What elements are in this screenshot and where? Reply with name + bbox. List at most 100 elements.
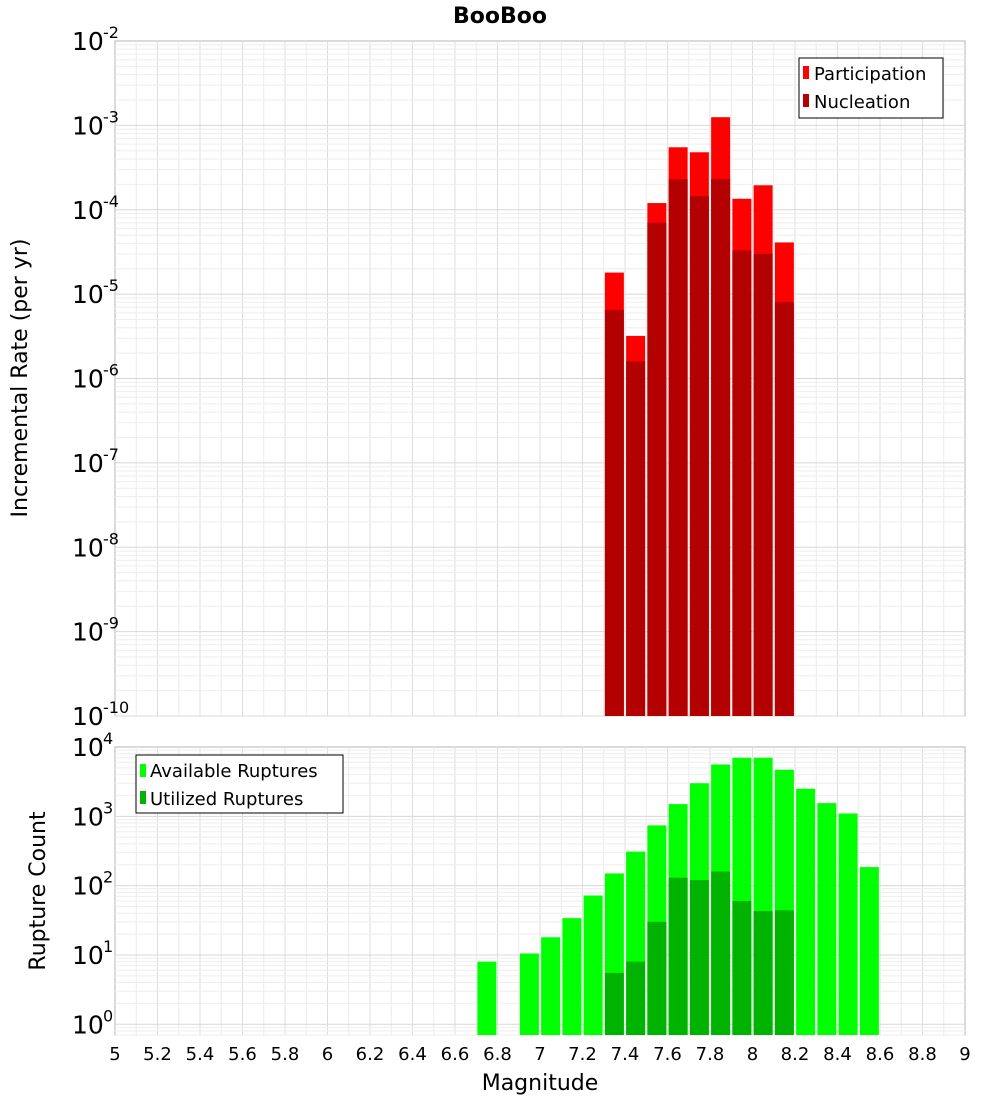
bottom-y-tick-label: 10 bbox=[72, 802, 104, 831]
top-y-tick-exponent: -10 bbox=[103, 698, 129, 717]
top-y-tick-label: 10 bbox=[72, 618, 104, 647]
top-y-tick-exponent: -2 bbox=[103, 23, 119, 42]
top-bar-nucleation bbox=[753, 253, 773, 716]
bottom-bar-available-ruptures bbox=[562, 918, 582, 1035]
x-axis-label: Magnitude bbox=[482, 1071, 599, 1096]
top-y-tick-exponent: -3 bbox=[103, 107, 119, 126]
x-tick-label: 5.2 bbox=[143, 1044, 172, 1065]
x-ticks: 5 5.2 5.4 5.6 5.8 6 6.2 6.4 6.6 6.8 7 7.2 7.4 7.6 7.8 8… bbox=[109, 1044, 970, 1065]
top-y-tick-label: 10 bbox=[72, 533, 104, 562]
legend-available-ruptures: Available Ruptures bbox=[150, 761, 318, 782]
top-y-tick-exponent: -6 bbox=[103, 361, 119, 380]
bottom-bar-available-ruptures bbox=[838, 813, 858, 1035]
top-y-axis-label: Incremental Rate (per yr) bbox=[8, 239, 33, 518]
bottom-bar-available-ruptures bbox=[583, 895, 603, 1035]
x-tick-label: 8.4 bbox=[823, 1044, 852, 1065]
top-y-tick-exponent: -5 bbox=[103, 276, 119, 295]
top-bar-nucleation bbox=[626, 361, 646, 716]
legend-utilized-ruptures: Utilized Ruptures bbox=[150, 789, 303, 810]
top-bar-nucleation bbox=[668, 179, 688, 716]
chart-title: BooBoo bbox=[453, 4, 547, 29]
bottom-legend: Available Ruptures Utilized Ruptures bbox=[135, 754, 344, 814]
top-y-tick-label: 10 bbox=[72, 196, 104, 225]
top-bar-nucleation bbox=[647, 222, 667, 716]
bottom-bar-utilized-ruptures bbox=[732, 901, 752, 1035]
x-tick-label: 6.2 bbox=[356, 1044, 385, 1065]
x-tick-label: 8.6 bbox=[866, 1044, 895, 1065]
bottom-y-tick-exponent: 0 bbox=[103, 1006, 113, 1025]
bottom-legend-box bbox=[135, 754, 344, 814]
bottom-bar-utilized-ruptures bbox=[774, 910, 794, 1035]
top-y-ticks: 10-210-310-410-510-610-710-810-910-10 bbox=[72, 23, 129, 731]
bottom-bar-utilized-ruptures bbox=[753, 911, 773, 1035]
bottom-bar-utilized-ruptures bbox=[604, 972, 624, 1035]
bottom-y-tick-exponent: 4 bbox=[103, 729, 113, 748]
x-tick-label: 6.6 bbox=[441, 1044, 470, 1065]
x-tick-label: 6 bbox=[322, 1044, 333, 1065]
top-y-tick-label: 10 bbox=[72, 111, 104, 140]
x-tick-label: 5.4 bbox=[186, 1044, 215, 1065]
bottom-bars bbox=[477, 757, 879, 1035]
x-tick-label: 7.8 bbox=[696, 1044, 725, 1065]
top-legend: Participation Nucleation bbox=[798, 57, 944, 119]
bottom-y-tick-label: 10 bbox=[72, 1010, 104, 1039]
x-tick-label: 8.8 bbox=[908, 1044, 937, 1065]
bottom-y-tick-exponent: 3 bbox=[103, 798, 113, 817]
bottom-bar-utilized-ruptures bbox=[626, 961, 646, 1035]
bottom-bar-available-ruptures bbox=[519, 953, 539, 1035]
top-y-tick-exponent: -9 bbox=[103, 614, 119, 633]
bottom-bar-utilized-ruptures bbox=[647, 921, 667, 1035]
top-y-tick-exponent: -7 bbox=[103, 445, 119, 464]
nucleation-swatch bbox=[803, 94, 809, 107]
top-y-tick-exponent: -8 bbox=[103, 529, 119, 548]
bottom-bar-available-ruptures bbox=[859, 867, 879, 1035]
legend-participation: Participation bbox=[814, 64, 926, 85]
top-legend-box bbox=[798, 57, 944, 119]
x-tick-label: 6.4 bbox=[398, 1044, 427, 1065]
top-panel: 10-210-310-410-510-610-710-810-910-10 In… bbox=[8, 23, 966, 731]
x-tick-label: 7.2 bbox=[568, 1044, 597, 1065]
bottom-bar-available-ruptures bbox=[796, 788, 816, 1035]
top-y-tick-label: 10 bbox=[72, 702, 104, 731]
available-swatch bbox=[140, 764, 146, 777]
bottom-bar-available-ruptures bbox=[541, 937, 561, 1035]
top-y-tick-label: 10 bbox=[72, 280, 104, 309]
legend-nucleation: Nucleation bbox=[814, 92, 910, 113]
x-tick-label: 5 bbox=[109, 1044, 120, 1065]
x-tick-label: 5.8 bbox=[271, 1044, 300, 1065]
top-y-tick-label: 10 bbox=[72, 365, 104, 394]
top-bar-nucleation bbox=[774, 302, 794, 716]
bottom-bar-utilized-ruptures bbox=[689, 880, 709, 1035]
x-tick-label: 7.4 bbox=[611, 1044, 640, 1065]
top-bars bbox=[604, 117, 794, 717]
bottom-bar-available-ruptures bbox=[477, 961, 497, 1035]
top-y-tick-label: 10 bbox=[72, 27, 104, 56]
top-bar-nucleation bbox=[711, 179, 731, 716]
bottom-y-tick-exponent: 1 bbox=[103, 937, 113, 956]
top-y-tick-label: 10 bbox=[72, 449, 104, 478]
top-bar-nucleation bbox=[604, 309, 624, 716]
bottom-bar-available-ruptures bbox=[817, 803, 837, 1035]
x-tick-label: 6.8 bbox=[483, 1044, 512, 1065]
top-y-tick-exponent: -4 bbox=[103, 192, 119, 211]
x-tick-label: 5.6 bbox=[228, 1044, 257, 1065]
utilized-swatch bbox=[140, 791, 146, 804]
x-tick-label: 8 bbox=[747, 1044, 758, 1065]
bottom-y-tick-exponent: 2 bbox=[103, 868, 113, 887]
x-tick-label: 8.2 bbox=[781, 1044, 810, 1065]
bottom-y-tick-label: 10 bbox=[72, 941, 104, 970]
bottom-bar-utilized-ruptures bbox=[711, 871, 731, 1035]
bottom-y-tick-label: 10 bbox=[72, 872, 104, 901]
top-bar-nucleation bbox=[689, 196, 709, 716]
top-grid bbox=[115, 41, 965, 717]
x-tick-label: 7 bbox=[534, 1044, 545, 1065]
top-bar-nucleation bbox=[732, 250, 752, 717]
x-tick-label: 9 bbox=[959, 1044, 970, 1065]
bottom-bar-utilized-ruptures bbox=[668, 877, 688, 1035]
bottom-y-tick-label: 10 bbox=[72, 733, 104, 762]
bottom-y-axis-label: Rupture Count bbox=[26, 811, 51, 971]
x-tick-label: 7.6 bbox=[653, 1044, 682, 1065]
